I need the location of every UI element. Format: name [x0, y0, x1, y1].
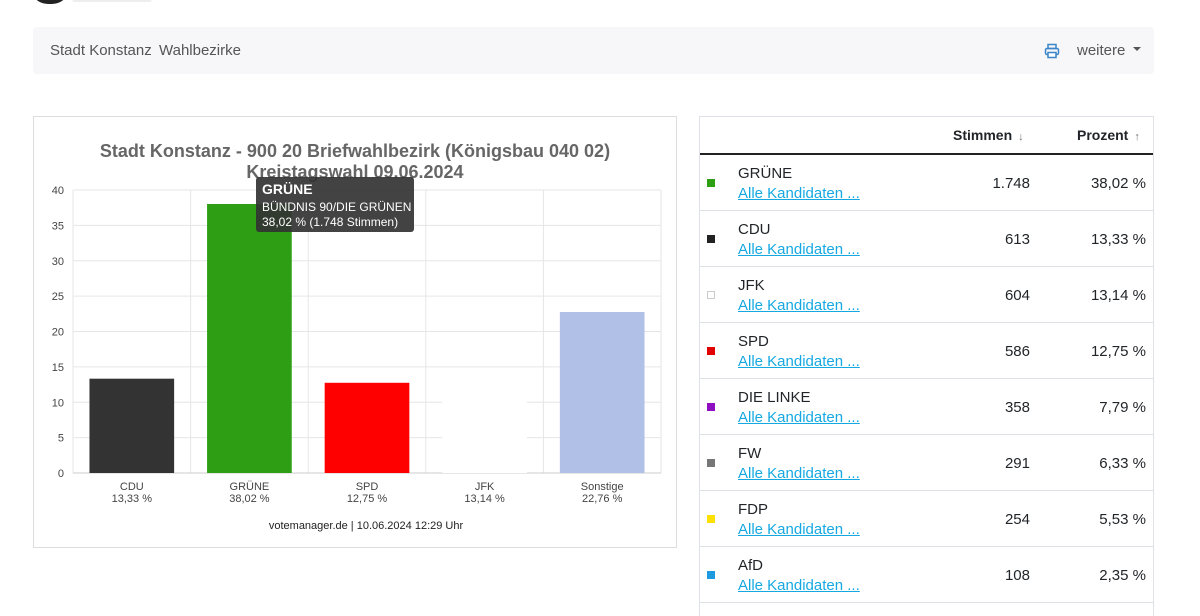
y-tick-label: 25: [52, 291, 64, 303]
sort-asc-icon: ↑: [1134, 131, 1140, 143]
table-row: CDU Alle Kandidaten ... 613 13,33 %: [700, 210, 1153, 267]
bar-sonstige: [559, 311, 645, 473]
all-candidates-link[interactable]: Alle Kandidaten ...: [738, 297, 860, 314]
sort-desc-icon: ↓: [1018, 131, 1024, 143]
party-color-swatch: [707, 347, 715, 355]
site-logo-text: [72, 0, 152, 2]
all-candidates-link[interactable]: Alle Kandidaten ...: [738, 465, 860, 482]
x-tick-label: SPD: [356, 481, 379, 493]
party-color-swatch: [707, 459, 715, 467]
all-candidates-link[interactable]: Alle Kandidaten ...: [738, 353, 860, 370]
table-row: SPD Alle Kandidaten ... 586 12,75 %: [700, 322, 1153, 379]
party-name: DIE LINKE: [738, 389, 811, 406]
chart-card: Stadt Konstanz - 900 20 Briefwahlbezirk …: [33, 116, 677, 548]
all-candidates-link[interactable]: Alle Kandidaten ...: [738, 185, 860, 202]
bar-jfk: [442, 380, 527, 473]
party-name: JFK: [738, 277, 765, 294]
percent-value: 7,79 %: [1099, 399, 1146, 416]
tooltip-line: BÜNDNIS 90/DIE GRÜNEN: [262, 200, 411, 214]
votes-value: 604: [1004, 287, 1030, 304]
percent-value: 38,02 %: [1090, 175, 1146, 192]
y-tick-label: 0: [58, 468, 64, 480]
x-tick-label: JFK: [475, 481, 495, 493]
votes-value: 108: [1004, 567, 1030, 584]
top-navbar: Stadt Konstanz Wahlbezirke weitere: [33, 27, 1154, 74]
table-row: GRÜNE Alle Kandidaten ... 1.748 38,02 %: [700, 154, 1153, 211]
table-row: JFK Alle Kandidaten ... 604 13,14 %: [700, 266, 1153, 323]
x-tick-sublabel: 22,76 %: [582, 493, 623, 505]
votes-value: 358: [1004, 399, 1030, 416]
column-header-percent[interactable]: Prozent ↑: [1077, 127, 1140, 143]
percent-value: 6,33 %: [1099, 455, 1146, 472]
nav-link-stadt-konstanz[interactable]: Stadt Konstanz: [50, 42, 152, 59]
party-name: FW: [738, 445, 762, 462]
votes-value: 586: [1004, 343, 1030, 360]
y-tick-label: 10: [52, 397, 64, 409]
party-name: FDP: [738, 501, 768, 518]
party-color-swatch: [707, 515, 715, 523]
tooltip-line: 38,02 % (1.748 Stimmen): [262, 215, 398, 229]
party-name: SPD: [738, 333, 769, 350]
x-tick-sublabel: 13,14 %: [464, 493, 505, 505]
y-tick-label: 20: [52, 327, 64, 339]
more-dropdown[interactable]: weitere: [1077, 42, 1142, 59]
votes-value: 613: [1004, 231, 1030, 248]
percent-value: 2,35 %: [1099, 567, 1146, 584]
table-header: Stimmen ↓ Prozent ↑: [700, 117, 1153, 155]
party-name: CDU: [738, 221, 771, 238]
party-color-swatch: [707, 403, 715, 411]
party-color-swatch: [707, 291, 715, 299]
y-tick-label: 15: [52, 362, 64, 374]
x-tick-label: GRÜNE: [230, 481, 270, 493]
party-color-swatch: [707, 179, 715, 187]
percent-value: 13,14 %: [1090, 287, 1146, 304]
table-row: FW Alle Kandidaten ... 291 6,33 %: [700, 434, 1153, 491]
bar-spd: [324, 382, 410, 473]
chart-tooltip: [256, 177, 414, 232]
y-tick-label: 35: [52, 220, 64, 232]
table-row: AfD Alle Kandidaten ... 108 2,35 %: [700, 546, 1153, 603]
y-tick-label: 30: [52, 256, 64, 268]
y-tick-label: 40: [52, 185, 64, 197]
votes-value: 291: [1004, 455, 1030, 472]
all-candidates-link[interactable]: Alle Kandidaten ...: [738, 409, 860, 426]
bar-cdu: [89, 378, 175, 473]
nav-link-wahlbezirke[interactable]: Wahlbezirke: [159, 42, 241, 59]
x-tick-label: CDU: [120, 481, 144, 493]
printer-icon[interactable]: [1044, 43, 1060, 59]
column-header-votes[interactable]: Stimmen ↓: [953, 127, 1024, 143]
x-tick-sublabel: 12,75 %: [347, 493, 388, 505]
y-tick-label: 5: [58, 433, 64, 445]
column-header-votes-label: Stimmen: [953, 127, 1013, 143]
tooltip-title: GRÜNE: [262, 181, 313, 197]
bar-gr-ne: [207, 204, 292, 474]
votes-value: 254: [1004, 511, 1030, 528]
all-candidates-link[interactable]: Alle Kandidaten ...: [738, 577, 860, 594]
x-tick-label: Sonstige: [581, 481, 624, 493]
party-name: GRÜNE: [738, 165, 793, 182]
column-header-percent-label: Prozent: [1077, 127, 1129, 143]
x-tick-sublabel: 13,33 %: [112, 493, 153, 505]
all-candidates-link[interactable]: Alle Kandidaten ...: [738, 521, 860, 538]
site-logo[interactable]: [30, 0, 70, 4]
chevron-down-icon: [1133, 47, 1142, 52]
percent-value: 13,33 %: [1090, 231, 1146, 248]
table-row: DIE LINKE Alle Kandidaten ... 358 7,79 %: [700, 378, 1153, 435]
x-tick-sublabel: 38,02 %: [229, 493, 270, 505]
results-table: Stimmen ↓ Prozent ↑ GRÜNE Alle Kandidaten .…: [699, 116, 1154, 616]
all-candidates-link[interactable]: Alle Kandidaten ...: [738, 241, 860, 258]
chart-title: Stadt Konstanz - 900 20 Briefwahlbezirk …: [100, 141, 610, 161]
chart-footer: votemanager.de | 10.06.2024 12:29 Uhr: [269, 520, 464, 532]
percent-value: 5,53 %: [1099, 511, 1146, 528]
votes-value: 1.748: [992, 175, 1030, 192]
bar-chart: Stadt Konstanz - 900 20 Briefwahlbezirk …: [52, 141, 662, 532]
party-name: AfD: [738, 557, 764, 574]
percent-value: 12,75 %: [1090, 343, 1146, 360]
table-row: FDP Alle Kandidaten ... 254 5,53 %: [700, 490, 1153, 547]
party-color-swatch: [707, 571, 715, 579]
party-color-swatch: [707, 235, 715, 243]
more-dropdown-label: weitere: [1077, 42, 1126, 59]
